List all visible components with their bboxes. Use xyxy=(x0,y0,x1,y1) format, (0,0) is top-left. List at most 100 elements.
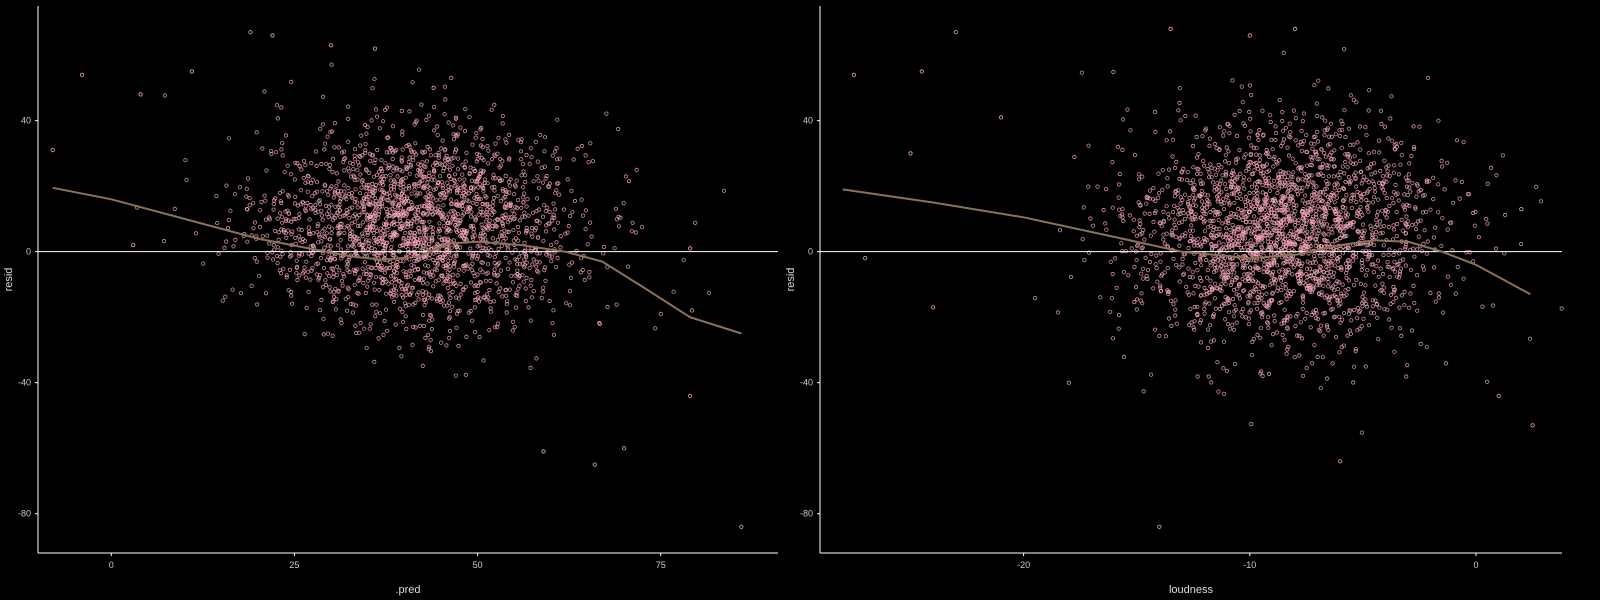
data-point xyxy=(313,149,319,154)
data-point xyxy=(1108,259,1113,264)
data-point xyxy=(1388,292,1394,297)
data-point xyxy=(1366,209,1371,214)
data-point xyxy=(1326,297,1331,302)
data-point xyxy=(439,214,444,219)
data-point xyxy=(370,181,375,186)
data-point xyxy=(1149,251,1154,257)
data-point xyxy=(1234,320,1239,325)
data-point xyxy=(1208,323,1213,328)
data-point xyxy=(1390,138,1395,143)
data-point xyxy=(420,160,425,165)
data-point xyxy=(352,239,357,244)
data-point xyxy=(1372,161,1377,166)
data-point xyxy=(400,177,405,182)
data-point xyxy=(215,221,220,226)
data-point xyxy=(280,220,285,225)
data-point xyxy=(441,203,446,208)
data-point xyxy=(328,237,333,242)
data-point xyxy=(1472,223,1478,228)
data-point xyxy=(505,266,510,271)
data-point xyxy=(357,212,362,218)
data-point xyxy=(357,191,363,196)
data-point xyxy=(434,296,439,301)
data-point xyxy=(1306,173,1312,178)
data-point xyxy=(1422,228,1427,233)
data-point xyxy=(281,228,286,233)
data-point xyxy=(463,107,468,112)
data-point xyxy=(1086,143,1091,148)
data-point xyxy=(1392,349,1397,354)
data-point xyxy=(381,196,386,201)
data-point xyxy=(1230,170,1235,176)
data-point xyxy=(1255,238,1260,243)
data-point xyxy=(492,184,497,190)
data-point xyxy=(1361,174,1366,179)
data-point xyxy=(423,232,429,237)
data-point xyxy=(535,159,540,164)
data-point xyxy=(1300,306,1305,312)
scatter-points xyxy=(851,26,1564,529)
data-point xyxy=(1264,226,1270,232)
data-point xyxy=(336,289,341,294)
data-point xyxy=(488,278,493,283)
data-point xyxy=(1395,274,1400,279)
data-point xyxy=(1349,318,1354,323)
data-point xyxy=(1223,294,1228,300)
data-point xyxy=(1358,147,1363,152)
data-point xyxy=(413,213,418,218)
data-point xyxy=(419,149,425,154)
data-point xyxy=(427,147,433,152)
data-point xyxy=(1322,187,1328,192)
data-point xyxy=(1230,296,1236,302)
data-point xyxy=(468,223,473,229)
data-point xyxy=(1225,238,1230,243)
data-point xyxy=(1307,199,1312,205)
data-point xyxy=(1352,282,1357,288)
data-point xyxy=(358,320,363,325)
data-point xyxy=(455,156,461,161)
data-point xyxy=(332,145,337,150)
data-point xyxy=(226,136,231,141)
data-point xyxy=(522,257,527,262)
data-point xyxy=(365,284,370,289)
data-point xyxy=(1260,285,1266,290)
data-point xyxy=(440,298,445,303)
data-point xyxy=(536,270,541,275)
data-point xyxy=(555,255,560,261)
data-point xyxy=(376,336,381,341)
data-point xyxy=(360,199,365,204)
data-point xyxy=(284,273,289,278)
data-point xyxy=(1229,280,1235,285)
data-point xyxy=(1166,316,1172,321)
data-point xyxy=(271,201,276,207)
data-point xyxy=(567,289,573,294)
y-tick-label: -80 xyxy=(800,509,813,519)
data-point xyxy=(1260,190,1265,195)
data-point xyxy=(297,273,302,278)
data-point xyxy=(586,160,591,165)
data-point xyxy=(1441,310,1446,315)
data-point xyxy=(516,275,521,280)
data-point xyxy=(324,189,330,194)
data-point xyxy=(352,239,358,244)
data-point xyxy=(401,212,407,217)
data-point xyxy=(336,179,341,184)
data-point xyxy=(244,186,249,191)
data-point xyxy=(1371,200,1376,205)
data-point xyxy=(397,345,402,350)
data-point xyxy=(473,330,478,335)
data-point xyxy=(421,150,426,155)
data-point xyxy=(411,182,417,187)
data-point xyxy=(299,227,304,233)
data-point xyxy=(226,218,231,223)
data-point xyxy=(306,174,311,179)
data-point xyxy=(465,266,470,271)
data-point xyxy=(442,112,447,117)
data-point xyxy=(400,147,405,152)
data-point xyxy=(355,267,360,272)
data-point xyxy=(422,183,427,189)
data-point xyxy=(1307,173,1312,178)
data-point xyxy=(1162,270,1167,275)
data-point xyxy=(469,178,474,183)
